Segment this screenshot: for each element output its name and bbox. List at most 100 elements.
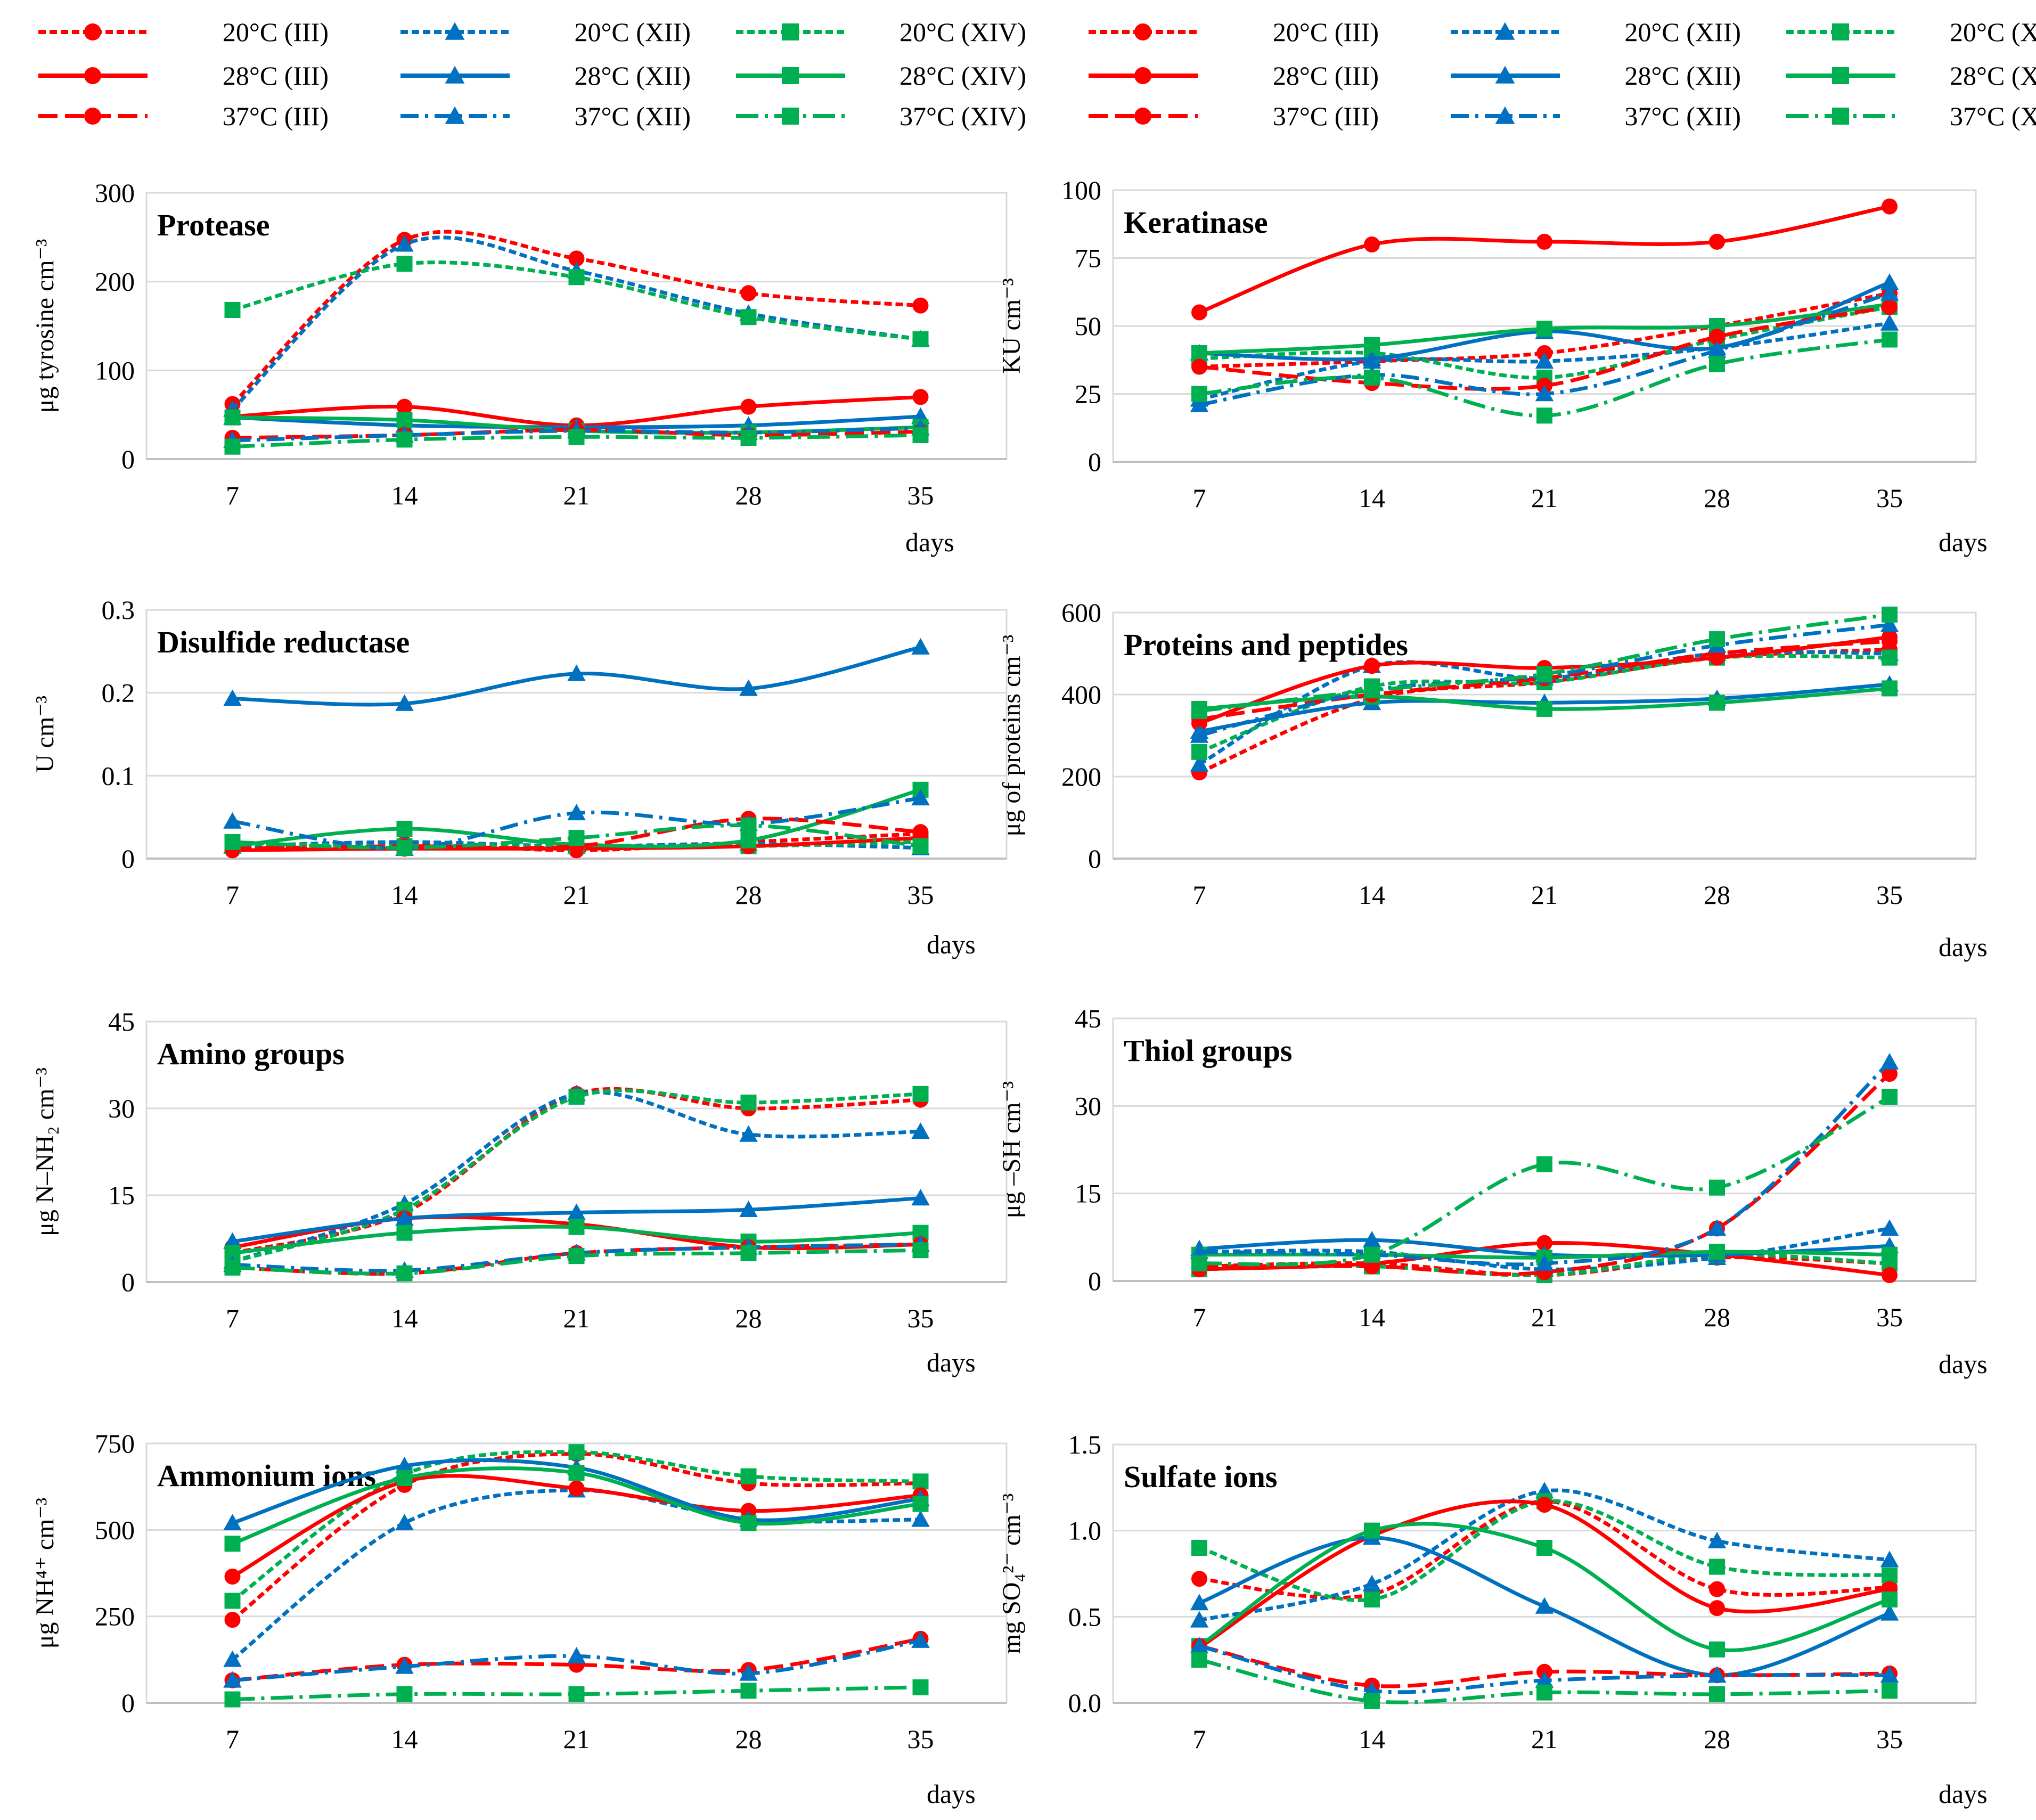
x-tick-label: 7 [1193, 880, 1206, 910]
data-point-s28_XIV-28 [1709, 1244, 1725, 1260]
data-point-s20_III-21 [568, 250, 585, 267]
y-tick-label: 1.0 [1068, 1516, 1102, 1546]
data-point-s37_XIV-35 [1882, 331, 1898, 348]
data-point-s37_III-35 [912, 824, 929, 840]
y-axis-label: KU cm⁻³ [997, 278, 1026, 374]
x-tick-label: 35 [907, 1303, 934, 1333]
legend: 20°C (III) 20°C (XII) 20°C (XIV) 28°C (III)… [38, 17, 2036, 131]
y-tick-label: 30 [1075, 1091, 1101, 1121]
data-point-s20_XIV-28 [740, 1095, 757, 1111]
data-point-s20_XIV-14 [1364, 1592, 1380, 1607]
data-point-s28_III-21 [1536, 1497, 1552, 1513]
data-point-s20_XIV-7 [1191, 1540, 1207, 1556]
data-point-s37_III-28 [1709, 329, 1725, 345]
legend-marker-s28_III [1134, 67, 1151, 84]
data-point-s28_III-14 [1364, 658, 1380, 674]
data-point-s37_III-35 [1882, 633, 1898, 649]
x-tick-label: 28 [735, 1724, 762, 1754]
x-tick-label: 35 [1876, 1724, 1903, 1754]
x-tick-label: 21 [563, 880, 590, 910]
series-line-s37_XIV [232, 823, 921, 850]
data-point-s20_XIV-28 [740, 1468, 757, 1484]
data-point-s37_XII-28 [1707, 1219, 1727, 1236]
x-tick-label: 35 [1876, 1302, 1903, 1332]
series-s37_XII [1190, 1052, 1899, 1271]
data-point-s37_XIV-14 [1364, 1693, 1380, 1709]
y-tick-label: 500 [95, 1515, 135, 1545]
data-point-s28_XIV-21 [1536, 1540, 1552, 1556]
data-point-s37_XIV-7 [224, 438, 241, 455]
data-point-s20_III-7 [224, 1612, 241, 1628]
data-point-s37_XIV-21 [568, 429, 585, 445]
legend-entry-s20_XII: 20°C (XII) [1451, 17, 1741, 47]
data-point-s20_III-28 [740, 285, 757, 301]
series-s20_XII [223, 235, 930, 417]
series-s20_XII [223, 1481, 930, 1667]
x-tick-label: 14 [391, 1724, 418, 1754]
series-s20_III [224, 230, 929, 412]
legend-entry-s37_XIV: 37°C (XIV) [1786, 101, 2036, 131]
data-point-s37_XIV-28 [740, 1683, 757, 1699]
chart-disulfide-reductase: 0 0.1 0.2 0.3 7 14 21 28 35 days U cm⁻³ Disulfide r… [31, 595, 1008, 959]
data-point-s20_XII-35 [911, 1122, 930, 1139]
data-point-s37_XIV-21 [1536, 666, 1552, 682]
legend-entry-s37_XII: 37°C (XII) [400, 101, 691, 131]
x-tick-label: 21 [1531, 880, 1558, 910]
data-point-s28_XII-21 [567, 664, 586, 681]
data-point-s37_XII-7 [223, 1671, 242, 1688]
x-tick-label: 35 [907, 880, 934, 910]
data-point-s37_XIV-14 [1364, 369, 1380, 386]
y-axis-label: μg of proteins cm⁻³ [997, 635, 1026, 837]
y-tick-label: 0 [1088, 1266, 1101, 1296]
series-line-s20_XIV [232, 1088, 921, 1264]
data-point-s28_XIV-21 [1536, 321, 1552, 337]
data-point-s37_XII-7 [1190, 1242, 1209, 1260]
x-tick-label: 21 [563, 1724, 590, 1754]
series-s20_XIV [224, 256, 929, 347]
data-point-s20_XII-21 [1535, 352, 1554, 369]
legend-entry-s37_XIV: 37°C (XIV) [736, 101, 1026, 131]
data-point-s28_III-35 [912, 389, 929, 405]
data-point-s37_XIV-7 [224, 1691, 241, 1708]
data-point-s28_XII-21 [567, 1203, 586, 1220]
legend-label: 28°C (XII) [574, 61, 691, 91]
data-point-s28_XII-35 [1880, 1604, 1899, 1621]
data-point-s37_XIV-35 [912, 1242, 929, 1259]
data-point-s37_XII-21 [567, 1647, 586, 1664]
legend-entry-s20_III: 20°C (III) [38, 17, 329, 47]
x-tick-label: 21 [1531, 1724, 1558, 1754]
data-point-s28_XII-7 [223, 1232, 242, 1249]
data-point-s28_III-28 [1709, 233, 1725, 250]
y-axis-label: μg N–NH₂ cm⁻³ [31, 1067, 59, 1236]
series-line-s20_III [1199, 1255, 1890, 1277]
data-point-s37_XIV-21 [1536, 1156, 1552, 1172]
data-point-s28_XIV-28 [740, 832, 757, 848]
y-axis-label: μg tyrosine cm⁻³ [31, 239, 59, 413]
legend-marker-s37_III [1134, 108, 1151, 125]
data-point-s20_XII-14 [395, 1514, 414, 1531]
x-axis-label: days [927, 929, 976, 959]
data-point-s37_XIV-28 [1709, 356, 1725, 372]
data-point-s28_XII-21 [1535, 1597, 1554, 1614]
series-line-s37_XIV [1199, 1095, 1891, 1267]
data-point-s20_XIV-21 [568, 1444, 585, 1460]
data-point-s37_XII-35 [911, 789, 930, 806]
x-tick-label: 21 [1531, 1302, 1558, 1332]
legend-marker-s20_XII [445, 22, 465, 40]
legend-entry-s20_XII: 20°C (XII) [400, 17, 691, 47]
data-point-s28_XIV-14 [1364, 337, 1380, 353]
data-point-s37_III-7 [1191, 358, 1207, 375]
x-tick-label: 35 [907, 480, 934, 510]
data-point-s37_XIV-7 [1191, 386, 1207, 402]
y-tick-label: 0 [121, 1688, 135, 1718]
series-line-s37_III [232, 1637, 921, 1683]
x-tick-label: 7 [226, 480, 239, 510]
legend-marker-s20_III [1134, 23, 1151, 40]
x-tick-label: 28 [735, 480, 762, 510]
legend-marker-s37_XII [445, 106, 465, 124]
legend-marker-s28_XIV [782, 67, 799, 84]
y-tick-label: 30 [108, 1093, 135, 1123]
series-line-s20_III [231, 1451, 921, 1621]
legend-label: 28°C (III) [1273, 61, 1379, 91]
